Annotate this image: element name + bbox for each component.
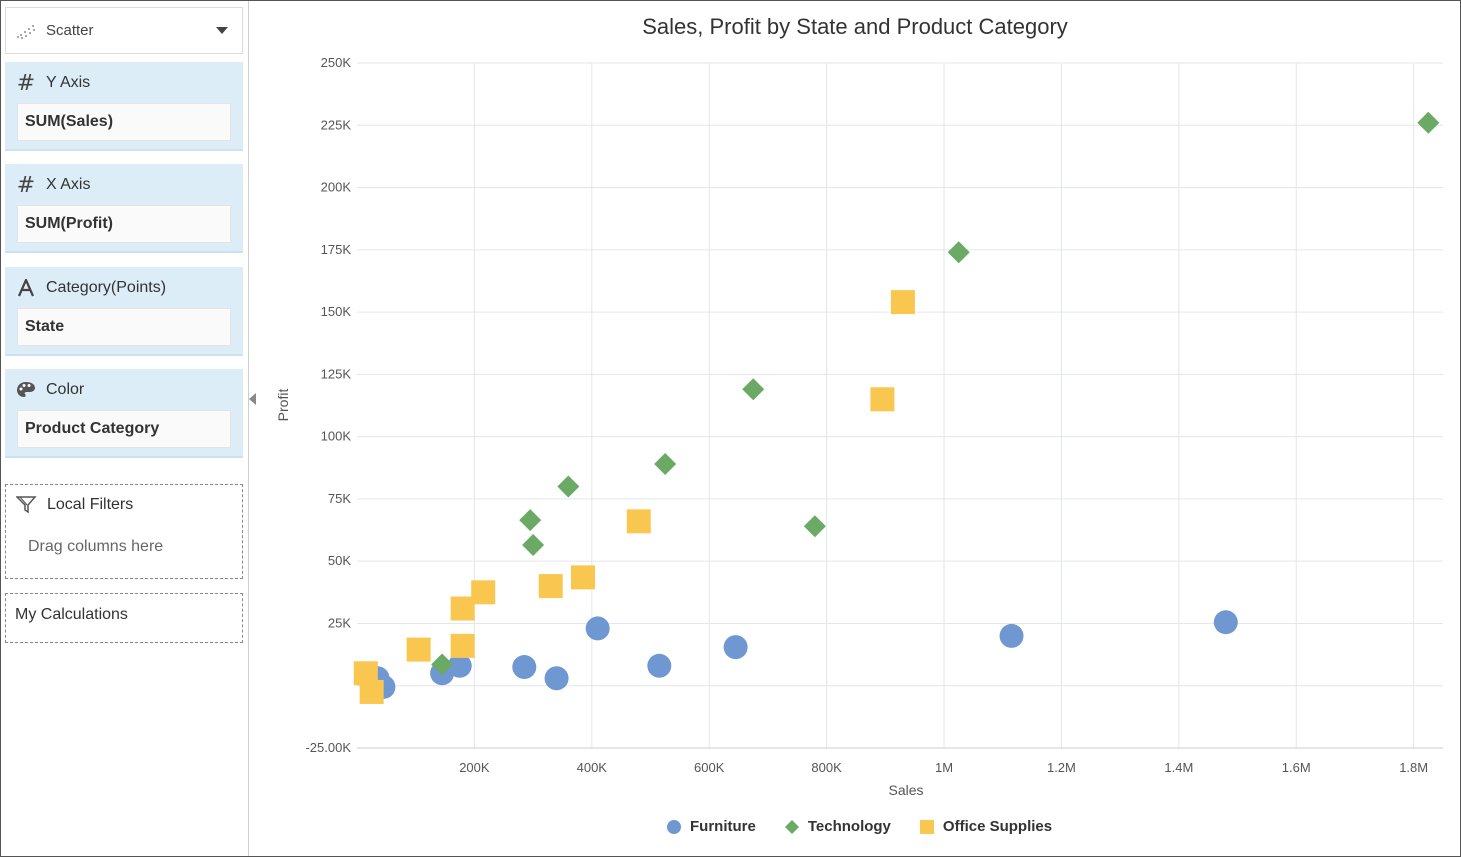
x-axis-panel: # X Axis SUM(Profit) xyxy=(5,164,243,253)
hash-icon: # xyxy=(16,172,36,198)
data-point xyxy=(571,565,596,590)
legend-label: Office Supplies xyxy=(942,818,1053,835)
local-filters-hint: Drag columns here xyxy=(28,538,164,555)
data-point xyxy=(947,241,970,264)
data-point xyxy=(585,616,610,641)
data-point xyxy=(522,533,545,556)
legend-item[interactable]: Office Supplies xyxy=(919,818,1052,835)
scatter-plot: -25.00K 25K 50K 75K 100K 125K 150K 175K 200K 225K… xyxy=(275,55,1443,798)
collapse-left-icon[interactable] xyxy=(249,393,256,405)
x-tick-label: 1.4M xyxy=(1164,760,1193,775)
data-point xyxy=(654,453,677,476)
x-tick-label: 600K xyxy=(694,760,725,775)
category-panel: Category(Points) State xyxy=(5,267,243,356)
chevron-down-icon[interactable] xyxy=(216,27,228,34)
chart-type-select[interactable]: Scatter xyxy=(5,7,243,54)
data-point xyxy=(512,655,537,680)
y-tick-label: 75K xyxy=(328,491,351,506)
x-tick-label: 400K xyxy=(577,760,608,775)
data-point xyxy=(544,666,569,691)
my-calculations-title: My Calculations xyxy=(15,606,128,623)
y-tick-label: 50K xyxy=(328,553,351,568)
data-point xyxy=(890,290,915,315)
x-axis-label: Sales xyxy=(888,782,923,798)
x-tick-label: 1.2M xyxy=(1047,760,1076,775)
my-calculations-panel[interactable]: My Calculations xyxy=(5,593,243,643)
palette-icon xyxy=(15,379,37,401)
data-point xyxy=(557,475,580,498)
y-axis-panel: # Y Axis SUM(Sales) xyxy=(5,62,243,151)
data-point xyxy=(519,509,542,532)
data-point xyxy=(626,509,651,534)
x-axis-field[interactable]: SUM(Profit) xyxy=(17,205,231,243)
data-point xyxy=(803,515,826,538)
legend-marker xyxy=(919,819,934,834)
category-title: Category(Points) xyxy=(46,279,167,296)
chart-legend: Furniture Technology Office Supplies xyxy=(666,818,1080,835)
y-tick-label: 25K xyxy=(328,615,351,630)
chart-type-label: Scatter xyxy=(46,22,94,39)
y-tick-label: -25.00K xyxy=(305,740,351,755)
data-point xyxy=(450,596,475,621)
data-point xyxy=(647,653,672,678)
data-point xyxy=(447,653,472,678)
chart-title: Sales, Profit by State and Product Categ… xyxy=(642,14,1068,39)
data-point xyxy=(431,653,454,676)
legend-item[interactable]: Furniture xyxy=(666,818,756,835)
x-tick-label: 1.6M xyxy=(1282,760,1311,775)
legend-swatch xyxy=(667,819,681,834)
legend-marker xyxy=(784,819,799,834)
y-tick-label: 100K xyxy=(321,429,352,444)
y-tick-label: 125K xyxy=(321,366,352,381)
data-point xyxy=(742,378,765,401)
data-point xyxy=(538,574,563,599)
y-axis-label: Profit xyxy=(275,389,291,422)
y-tick-label: 225K xyxy=(321,117,352,132)
data-point xyxy=(359,679,384,704)
y-tick-label: 250K xyxy=(321,55,352,70)
legend-item[interactable]: Technology xyxy=(784,818,891,835)
data-point xyxy=(1213,610,1238,635)
y-tick-label: 175K xyxy=(321,242,352,257)
x-tick-label: 1.8M xyxy=(1399,760,1428,775)
legend-marker xyxy=(667,819,681,834)
x-axis-title: X Axis xyxy=(46,176,91,193)
scatter-icon xyxy=(17,24,35,39)
y-tick-label: 200K xyxy=(321,180,352,195)
data-point xyxy=(870,387,895,412)
x-tick-label: 800K xyxy=(811,760,842,775)
chart-config-sidebar: Scatter # Y Axis SUM(Sales) # X Axis SUM… xyxy=(1,1,249,856)
y-tick-label: 150K xyxy=(321,304,352,319)
color-title: Color xyxy=(46,381,85,398)
legend-label: Furniture xyxy=(690,818,756,835)
legend-swatch xyxy=(919,819,934,834)
legend-swatch xyxy=(784,819,799,834)
data-point xyxy=(999,623,1024,648)
y-axis-field[interactable]: SUM(Sales) xyxy=(17,103,231,141)
color-field[interactable]: Product Category xyxy=(17,410,231,448)
local-filters-title: Local Filters xyxy=(47,496,134,513)
filter-icon xyxy=(16,496,37,514)
category-field[interactable]: State xyxy=(17,308,231,346)
data-point xyxy=(406,637,431,662)
color-panel: Color Product Category xyxy=(5,369,243,458)
local-filters-dropzone[interactable]: Local Filters Drag columns here xyxy=(5,484,243,579)
legend-label: Technology xyxy=(807,818,891,835)
data-point xyxy=(1417,111,1440,134)
data-point xyxy=(723,635,748,660)
hash-icon: # xyxy=(16,70,36,96)
text-a-icon xyxy=(15,277,37,299)
data-point xyxy=(471,580,496,605)
y-axis-title: Y Axis xyxy=(46,74,91,91)
data-point xyxy=(450,633,475,658)
x-tick-label: 1M xyxy=(935,760,953,775)
x-tick-label: 200K xyxy=(459,760,490,775)
